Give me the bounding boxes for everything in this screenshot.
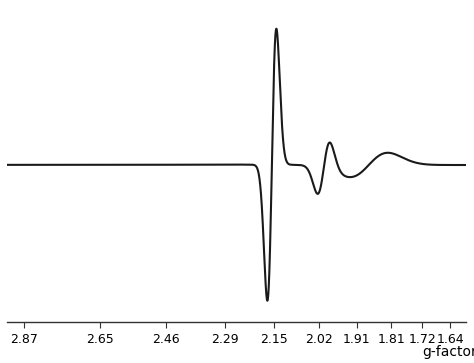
X-axis label: g-factor: g-factor [422, 344, 474, 359]
